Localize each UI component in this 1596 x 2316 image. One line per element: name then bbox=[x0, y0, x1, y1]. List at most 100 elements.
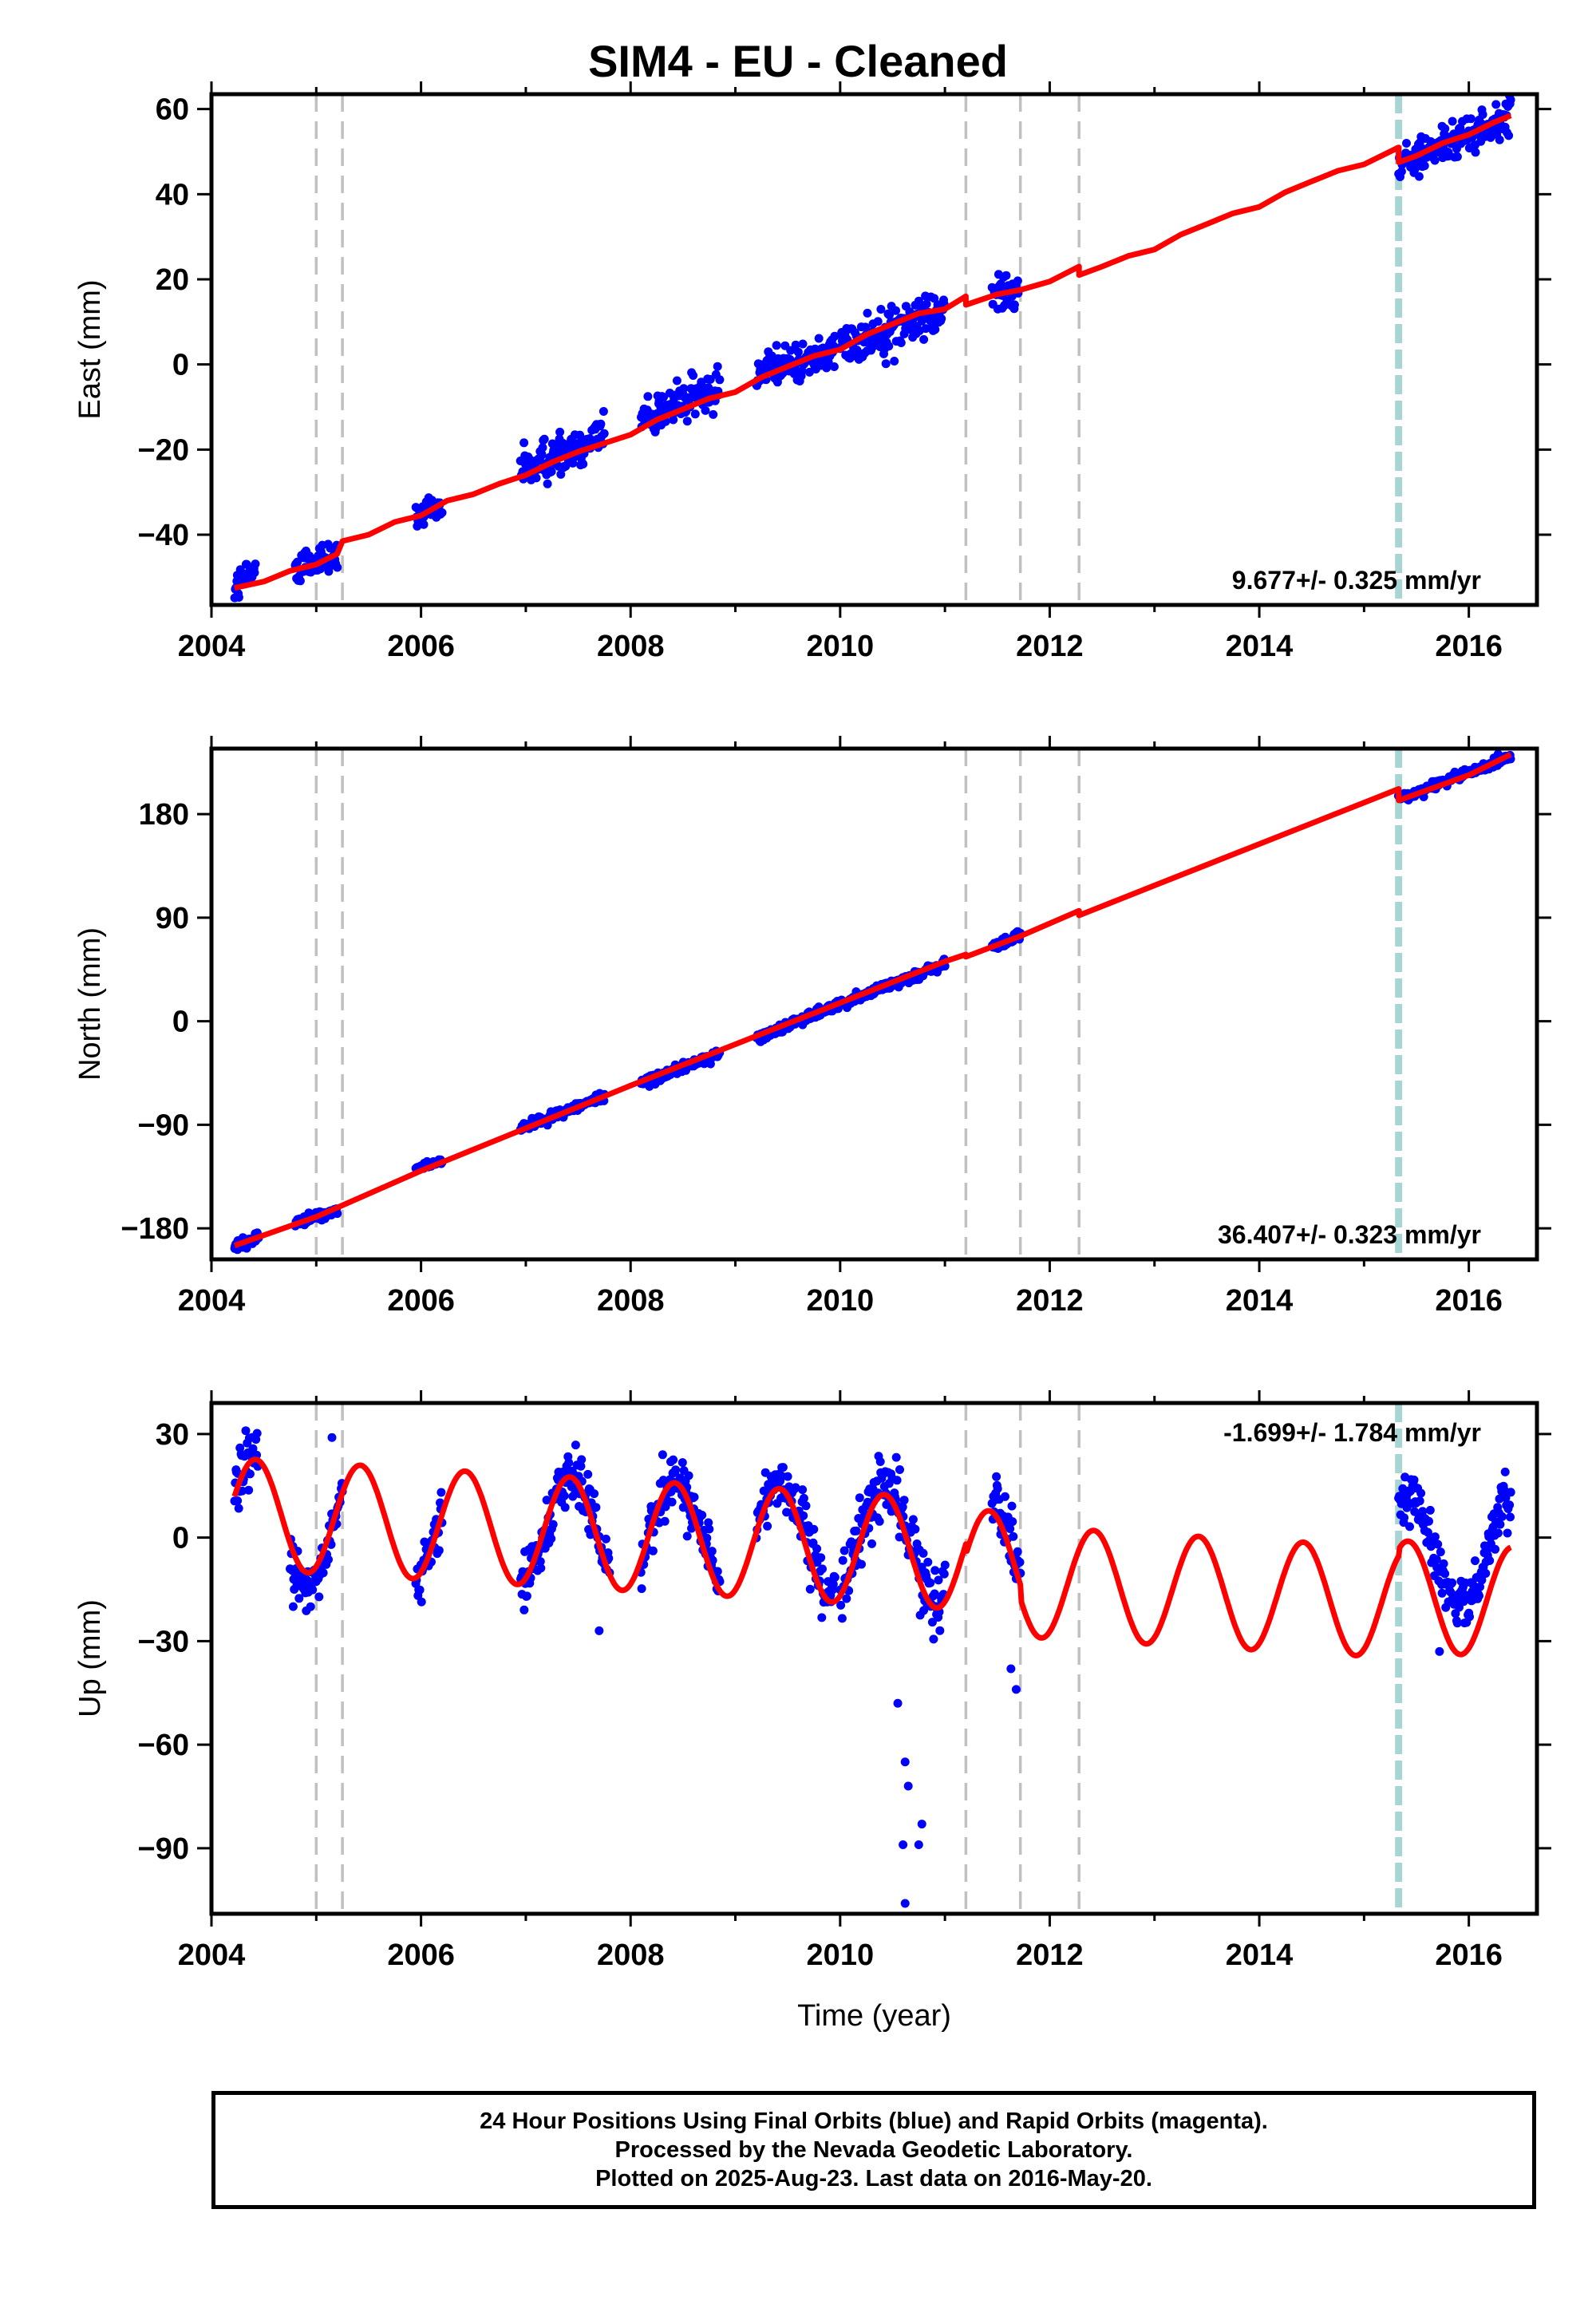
east-data-points bbox=[230, 94, 1515, 603]
data-point bbox=[930, 325, 940, 334]
x-tick-label: 2016 bbox=[1435, 1939, 1503, 1972]
data-point bbox=[560, 1503, 570, 1512]
data-point bbox=[295, 576, 305, 586]
data-point bbox=[1497, 1512, 1507, 1521]
data-point bbox=[798, 1485, 808, 1495]
data-point bbox=[791, 1483, 800, 1492]
data-point bbox=[993, 1484, 1002, 1493]
data-point bbox=[244, 1485, 254, 1495]
data-point bbox=[1465, 1612, 1474, 1622]
data-point bbox=[892, 1476, 902, 1485]
east-panel: 2004 2006 2008 2010 2012 2014 2016 −40 −20 0 20 40 6… bbox=[73, 81, 1551, 663]
x-tick-label: 2010 bbox=[807, 630, 875, 663]
data-point bbox=[245, 1469, 255, 1479]
y-tick-label: 0 bbox=[172, 1006, 189, 1039]
data-point bbox=[828, 1579, 838, 1589]
data-point bbox=[531, 473, 541, 483]
data-point bbox=[899, 1840, 908, 1850]
north-y-axis-label: North (mm) bbox=[73, 927, 107, 1081]
data-point bbox=[682, 1531, 692, 1541]
data-point bbox=[782, 1508, 792, 1517]
x-tick-label: 2008 bbox=[597, 1284, 665, 1318]
data-point bbox=[682, 417, 692, 426]
data-point bbox=[1439, 1559, 1448, 1568]
data-point bbox=[937, 314, 946, 323]
y-tick-label: −20 bbox=[138, 433, 189, 467]
data-point bbox=[1396, 167, 1406, 176]
data-point bbox=[1400, 1513, 1408, 1523]
data-point bbox=[598, 407, 608, 416]
data-point bbox=[836, 1600, 846, 1610]
data-point bbox=[992, 1472, 1001, 1481]
data-point bbox=[1448, 117, 1457, 126]
east-model-line bbox=[234, 113, 1512, 591]
data-point bbox=[1466, 114, 1476, 124]
data-point bbox=[863, 308, 872, 318]
data-point bbox=[556, 469, 566, 479]
data-point bbox=[898, 1502, 907, 1512]
data-point bbox=[690, 409, 700, 419]
data-point bbox=[900, 1757, 910, 1767]
data-point bbox=[876, 305, 886, 314]
data-point bbox=[547, 1534, 556, 1543]
data-point bbox=[842, 1594, 851, 1603]
data-point bbox=[1481, 1569, 1491, 1578]
data-point bbox=[929, 1634, 938, 1644]
data-point bbox=[873, 317, 883, 326]
data-point bbox=[293, 557, 302, 567]
y-tick-label: 0 bbox=[172, 349, 189, 382]
data-point bbox=[1506, 1488, 1515, 1497]
data-point bbox=[1425, 1505, 1435, 1515]
data-point bbox=[519, 438, 529, 448]
data-point bbox=[1440, 1569, 1450, 1579]
data-point bbox=[1013, 276, 1022, 286]
x-tick-label: 2016 bbox=[1435, 630, 1503, 663]
data-point bbox=[867, 1539, 876, 1548]
data-point bbox=[314, 1592, 324, 1602]
data-point bbox=[801, 1501, 811, 1511]
data-point bbox=[1436, 1547, 1445, 1557]
data-point bbox=[1402, 139, 1411, 148]
data-point bbox=[919, 334, 929, 344]
x-tick-label: 2016 bbox=[1435, 1284, 1503, 1318]
footer-line-1: 24 Hour Positions Using Final Orbits (bl… bbox=[480, 2109, 1268, 2134]
data-point bbox=[1452, 1618, 1462, 1628]
data-point bbox=[434, 1546, 444, 1555]
data-point bbox=[1505, 1500, 1515, 1510]
data-point bbox=[306, 1602, 315, 1611]
data-point bbox=[595, 1626, 604, 1635]
data-point bbox=[252, 1429, 262, 1438]
data-point bbox=[547, 467, 556, 476]
footer-info-box: 24 Hour Positions Using Final Orbits (bl… bbox=[211, 2091, 1536, 2209]
data-point bbox=[522, 1591, 531, 1601]
data-point bbox=[1475, 1591, 1483, 1601]
data-point bbox=[900, 1899, 910, 1908]
data-point bbox=[1409, 1475, 1419, 1484]
y-tick-label: 60 bbox=[156, 93, 189, 127]
data-point bbox=[1435, 1646, 1444, 1656]
data-point bbox=[763, 1521, 772, 1531]
data-point bbox=[437, 1488, 446, 1497]
data-point bbox=[1430, 1532, 1440, 1542]
data-point bbox=[660, 1516, 670, 1526]
data-point bbox=[838, 1555, 847, 1565]
data-point bbox=[333, 563, 342, 572]
data-point bbox=[1452, 152, 1462, 161]
data-point bbox=[799, 1493, 808, 1503]
data-point bbox=[799, 1511, 808, 1520]
data-point bbox=[241, 1426, 251, 1436]
data-point bbox=[539, 434, 549, 444]
data-point bbox=[437, 508, 447, 517]
data-point bbox=[830, 1572, 839, 1582]
data-point bbox=[1005, 1524, 1015, 1533]
north-plot-area bbox=[230, 749, 1515, 1259]
data-point bbox=[1448, 1578, 1457, 1587]
x-tick-label: 2006 bbox=[387, 630, 455, 663]
data-point bbox=[875, 1516, 884, 1526]
data-point bbox=[709, 409, 718, 419]
data-point bbox=[658, 1450, 667, 1460]
data-point bbox=[861, 322, 870, 332]
data-point bbox=[805, 1584, 815, 1594]
y-tick-label: −60 bbox=[138, 1729, 189, 1762]
